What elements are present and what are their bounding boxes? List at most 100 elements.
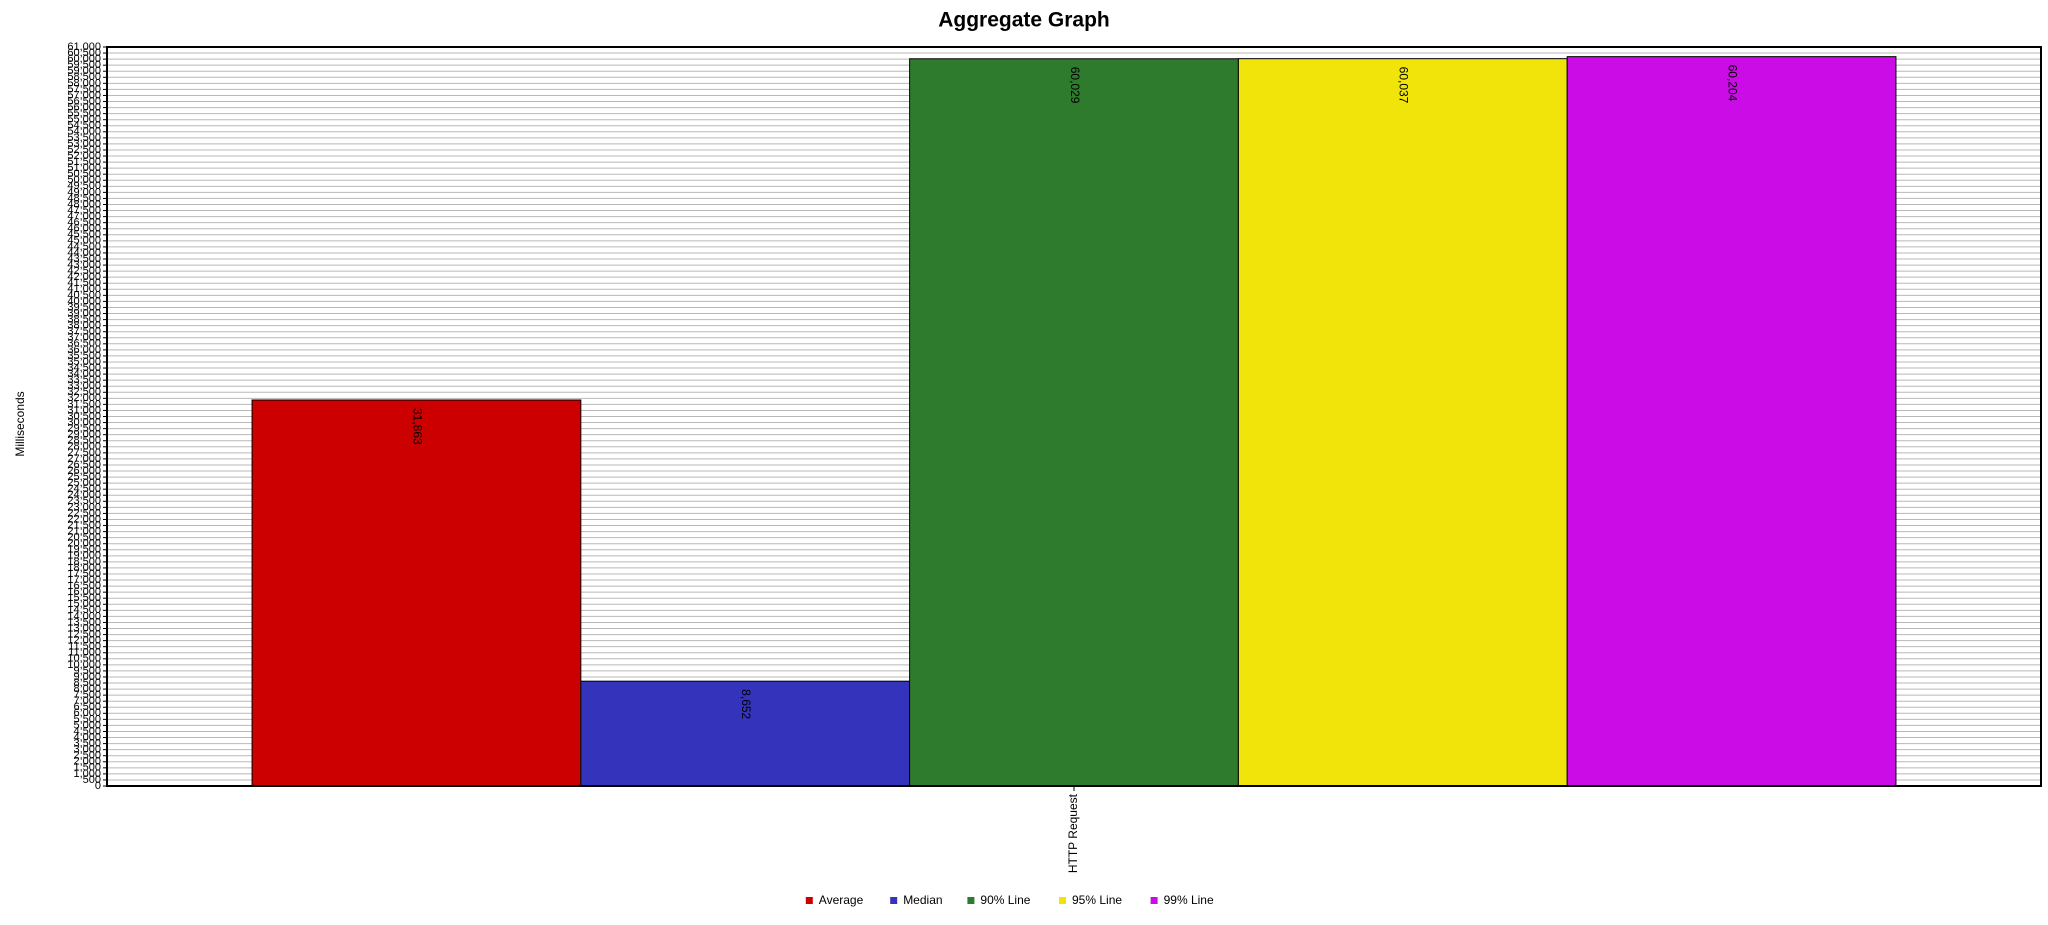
y-tick-label: 57,000 <box>67 89 101 101</box>
y-tick-label: 26,000 <box>67 465 101 477</box>
y-tick-label: 46,000 <box>67 223 101 235</box>
y-tick-label: 17,000 <box>67 574 101 586</box>
y-tick-label: 4,000 <box>73 731 101 743</box>
y-tick-label: 4,500 <box>73 725 101 737</box>
y-tick-label: 23,000 <box>67 501 101 513</box>
chart-title: Aggregate Graph <box>938 9 1110 32</box>
y-tick-label: 38,500 <box>67 313 101 325</box>
y-tick-label: 59,000 <box>67 65 101 77</box>
y-tick-label: 53,000 <box>67 138 101 150</box>
y-tick-label: 47,000 <box>67 211 101 223</box>
y-tick-label: 26,500 <box>67 459 101 471</box>
y-tick-label: 56,500 <box>67 95 101 107</box>
y-tick-label: 500 <box>83 774 101 786</box>
y-tick-label: 42,000 <box>67 271 101 283</box>
y-tick-label: 43,000 <box>67 259 101 271</box>
y-tick-label: 55,500 <box>67 108 101 120</box>
x-tick-label: HTTP Request <box>1066 793 1080 873</box>
y-tick-label: 41,000 <box>67 283 101 295</box>
y-tick-label: 18,500 <box>67 556 101 568</box>
y-tick-label: 56,000 <box>67 101 101 113</box>
y-tick-label: 48,500 <box>67 192 101 204</box>
y-tick-label: 30,000 <box>67 416 101 428</box>
y-tick-label: 6,500 <box>73 701 101 713</box>
y-tick-label: 60,500 <box>67 47 101 59</box>
y-tick-label: 24,000 <box>67 489 101 501</box>
y-tick-label: 30,500 <box>67 410 101 422</box>
y-tick-label: 7,000 <box>73 695 101 707</box>
y-tick-label: 28,500 <box>67 435 101 447</box>
y-tick-label: 33,000 <box>67 380 101 392</box>
y-tick-label: 49,000 <box>67 186 101 198</box>
y-tick-label: 44,500 <box>67 241 101 253</box>
y-tick-label: 13,500 <box>67 616 101 628</box>
y-tick-label: 17,500 <box>67 568 101 580</box>
value-label: 8,652 <box>739 689 753 719</box>
y-tick-label: 2,500 <box>73 750 101 762</box>
y-tick-label: 36,000 <box>67 344 101 356</box>
y-tick-label: 7,500 <box>73 689 101 701</box>
y-tick-label: 37,500 <box>67 326 101 338</box>
y-tick-label: 37,000 <box>67 332 101 344</box>
y-tick-label: 42,500 <box>67 265 101 277</box>
y-tick-label: 40,000 <box>67 295 101 307</box>
y-tick-label: 16,500 <box>67 580 101 592</box>
y-tick-label: 16,000 <box>67 586 101 598</box>
y-axis-label: Milliseconds <box>13 391 27 456</box>
legend-swatch <box>805 897 813 904</box>
y-tick-label: 60,000 <box>67 53 101 65</box>
legend-swatch <box>1150 897 1158 904</box>
y-tick-label: 12,500 <box>67 628 101 640</box>
y-tick-label: 20,500 <box>67 532 101 544</box>
y-tick-label: 39,000 <box>67 307 101 319</box>
y-tick-label: 8,500 <box>73 677 101 689</box>
y-tick-label: 11,500 <box>68 641 101 653</box>
y-tick-label: 58,000 <box>67 77 101 89</box>
y-tick-label: 34,500 <box>67 362 101 374</box>
y-tick-label: 27,500 <box>67 447 101 459</box>
legend-swatch <box>890 897 898 904</box>
y-tick-label: 15,500 <box>67 592 101 604</box>
y-tick-label: 21,000 <box>67 525 101 537</box>
y-tick-label: 53,500 <box>67 132 101 144</box>
legend-swatch <box>967 897 975 904</box>
y-tick-label: 31,500 <box>67 398 101 410</box>
legend-swatch <box>1059 897 1066 904</box>
y-tick-label: 31,000 <box>67 404 101 416</box>
y-tick-label: 29,500 <box>67 423 101 435</box>
plot-frame <box>106 46 2042 787</box>
y-tick-label: 36,500 <box>67 338 101 350</box>
y-tick-label: 14,500 <box>67 604 101 616</box>
y-tick-label: 32,500 <box>67 386 101 398</box>
y-tick-label: 50,000 <box>67 174 101 186</box>
y-tick-label: 13,000 <box>67 622 101 634</box>
y-tick-label: 0 <box>95 780 101 792</box>
legend-label: 99% Line <box>1164 893 1214 907</box>
y-tick-label: 34,000 <box>67 368 101 380</box>
y-tick-label: 27,000 <box>67 453 101 465</box>
bar <box>251 399 582 787</box>
y-tick-label: 19,500 <box>67 544 101 556</box>
y-tick-label: 20,000 <box>67 538 101 550</box>
y-tick-label: 22,500 <box>67 507 101 519</box>
bar <box>1237 58 1568 787</box>
y-tick-label: 11,000 <box>68 647 101 659</box>
y-tick-label: 2,000 <box>73 756 101 768</box>
y-tick-label: 28,000 <box>67 441 101 453</box>
y-tick-label: 12,000 <box>67 635 101 647</box>
y-tick-label: 51,000 <box>67 162 101 174</box>
y-tick-label: 39,500 <box>67 301 101 313</box>
y-tick-label: 5,500 <box>73 713 101 725</box>
y-tick-label: 24,500 <box>67 483 101 495</box>
y-tick-label: 25,500 <box>67 471 101 483</box>
y-tick-label: 23,500 <box>67 495 101 507</box>
y-tick-label: 21,500 <box>67 519 101 531</box>
y-tick-label: 48,000 <box>67 198 101 210</box>
y-tick-label: 9,500 <box>73 665 101 677</box>
y-tick-label: 54,500 <box>67 120 101 132</box>
y-tick-label: 51,500 <box>67 156 101 168</box>
y-tick-label: 18,000 <box>67 562 101 574</box>
y-tick-label: 19,000 <box>67 550 101 562</box>
y-tick-label: 3,000 <box>73 744 101 756</box>
